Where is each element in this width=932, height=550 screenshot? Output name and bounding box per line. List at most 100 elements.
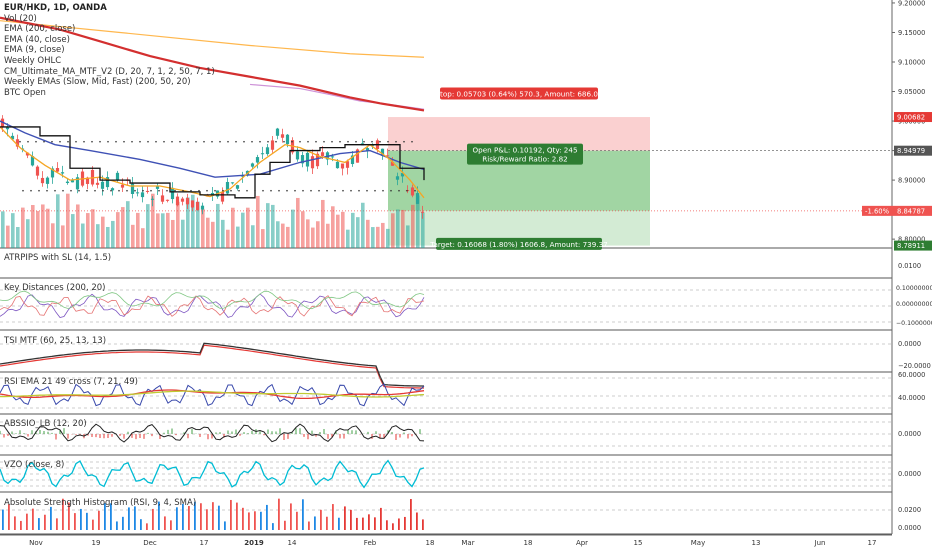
volume-bar [21,207,25,248]
tsi-tick: 0.0000 [898,340,921,348]
dot-level [179,140,181,143]
stop-label-box [440,87,598,100]
dot-level [187,140,189,143]
dot-level [134,189,136,192]
volume-bar [211,221,215,248]
panel-title-ash[interactable]: Absolute Strength Histogram (RSI, 9, 4, … [4,498,197,508]
ash-bar [254,511,256,530]
panel-title-abssio[interactable]: ABSSIO_LB (12, 20) [4,419,87,429]
candle-body [305,152,310,167]
indicator-ema9[interactable]: EMA (9, close) [4,45,65,56]
ash-bar [44,514,46,530]
dot-level [107,140,109,143]
dot-level [278,189,280,192]
candle-body [255,157,260,163]
dot-level [318,189,320,192]
candle-body [270,140,275,150]
volume-bar [206,217,210,248]
candle-body [160,195,165,202]
indicator-ema40[interactable]: EMA (40, close) [4,34,70,45]
tsi-signal-line [0,344,424,389]
ash-bar [122,516,124,530]
ash-bar [326,516,328,530]
ash-bar [152,508,154,530]
ash-bar [128,507,130,530]
dot-level [222,189,224,192]
candle-body [85,177,90,184]
volume-bar [421,212,425,248]
volume-bar [291,209,295,248]
panel-title-rsi[interactable]: RSI EMA 21 49 cross (7, 21, 49) [4,377,138,387]
vzo-tick: 0.0000 [898,470,921,478]
dot-level [315,140,317,143]
kd-tick: 0.00000000 [896,301,932,308]
time-axis-label: Jun [814,539,826,547]
dot-level [307,140,309,143]
indicator-vol[interactable]: Vol (20) [4,13,37,24]
dot-level [150,189,152,192]
panel-title-vzo[interactable]: VZO (close, 8) [4,460,65,470]
indicator-btc-open[interactable]: BTC Open [4,87,46,98]
volume-bar [56,194,60,248]
dot-level [147,140,149,143]
indicator-ema200[interactable]: EMA (200, close) [4,24,76,35]
indicator-cm-ultimate[interactable]: CM_Ultimate_MA_MTF_V2 (D, 20, 7, 1, 2, 5… [4,66,215,77]
volume-bar [216,203,220,248]
candle-body [120,184,125,188]
ash-bar [338,517,340,530]
dot-level [166,189,168,192]
dot-level [91,140,93,143]
candle-body [420,211,425,213]
ash-bar [320,509,322,530]
volume-bar [286,226,290,248]
stop-price-badge-bg [894,112,932,123]
volume-bar [336,214,340,248]
candle-body [130,183,135,194]
time-axis-label: 18 [524,539,533,547]
dot-level [86,189,88,192]
panel-title-tsi[interactable]: TSI MTF (60, 25, 13, 13) [4,336,107,346]
main-legend: EUR/HKD, 1D, OANDA Vol (20) EMA (200, cl… [4,3,215,98]
panel-title-atr[interactable]: ATRPIPS with SL (14, 1.5) [4,253,112,263]
dot-level [46,189,48,192]
volume-bar [146,204,150,248]
dot-level [99,140,101,143]
target-label-box [436,237,602,250]
candle-body [365,148,370,151]
dot-level [262,189,264,192]
volume-bar [46,208,50,248]
volume-bar [101,216,105,248]
indicator-weekly-ohlc[interactable]: Weekly OHLC [4,55,62,66]
atr-tick: 0.0100 [898,262,921,270]
candle-body [340,163,345,169]
ash-bar [392,523,394,530]
volume-bar [411,204,415,248]
candle-body [320,152,325,157]
ash-bar [308,521,310,530]
volume-bar [156,213,160,248]
price-tick-label: 9.10000 [898,59,925,67]
volume-bar [11,213,15,248]
candle-body [35,166,40,176]
time-axis-label: Dec [143,539,157,547]
panel-title-key-distances[interactable]: Key Distances (200, 20) [4,283,106,293]
candle-body [315,153,320,167]
ash-bar [242,507,244,530]
change-badge-bg [862,205,894,216]
candle-body [230,182,235,184]
dot-level [235,140,237,143]
volume-bar [261,229,265,248]
symbol-title[interactable]: EUR/HKD, 1D, OANDA [4,3,107,13]
candle-body [25,152,30,156]
candle-body [295,151,300,160]
candle-body [410,187,415,196]
volume-bar [271,204,275,248]
dot-level [54,189,56,192]
candle-body [285,134,290,145]
indicator-weekly-emas[interactable]: Weekly EMAs (Slow, Mid, Fast) (200, 50, … [4,77,191,88]
volume-bar [41,204,45,248]
volume-bar [76,204,80,248]
volume-bar [111,220,115,248]
candle-body [140,192,145,198]
